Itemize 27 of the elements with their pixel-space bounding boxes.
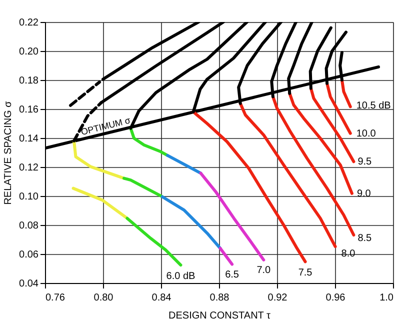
- y-tick-label: 0.16: [19, 104, 39, 116]
- annotation: 6.0 dB: [166, 271, 196, 282]
- y-tick-label: 0.22: [19, 18, 39, 28]
- y-tick-label: 0.06: [19, 250, 39, 260]
- y-axis-title: RELATIVE SPACING σ: [3, 100, 14, 205]
- annotation: 7.5: [298, 268, 313, 279]
- y-tick-label: 0.04: [19, 278, 39, 290]
- x-tick-label: 0.80: [94, 292, 114, 304]
- annotation: 8.5: [358, 233, 372, 244]
- x-axis-title: DESIGN CONSTANT τ: [168, 310, 271, 322]
- y-tick-label: 0.12: [19, 162, 39, 174]
- y-tick-label: 0.18: [19, 76, 39, 86]
- annotation: 9.5: [358, 156, 372, 168]
- annotation: 10.0: [356, 128, 376, 140]
- annotation: 10.5 dB: [356, 100, 392, 112]
- annotation: 6.5: [225, 269, 240, 280]
- annotation: 7.0: [256, 264, 272, 276]
- y-tick-label: 0.20: [19, 46, 39, 58]
- y-tick-label: 0.08: [19, 220, 39, 232]
- x-tick-label: 0.92: [268, 292, 288, 304]
- x-tick-label: 0.84: [152, 292, 172, 304]
- y-tick-label: 0.10: [19, 192, 39, 202]
- x-tick-label: 0.88: [210, 292, 230, 304]
- x-tick-label: 0.76: [46, 292, 66, 304]
- x-tick-label: 0.96: [326, 292, 346, 304]
- y-tick-label: 0.14: [19, 134, 39, 144]
- x-tick-label: 1.0: [380, 292, 394, 304]
